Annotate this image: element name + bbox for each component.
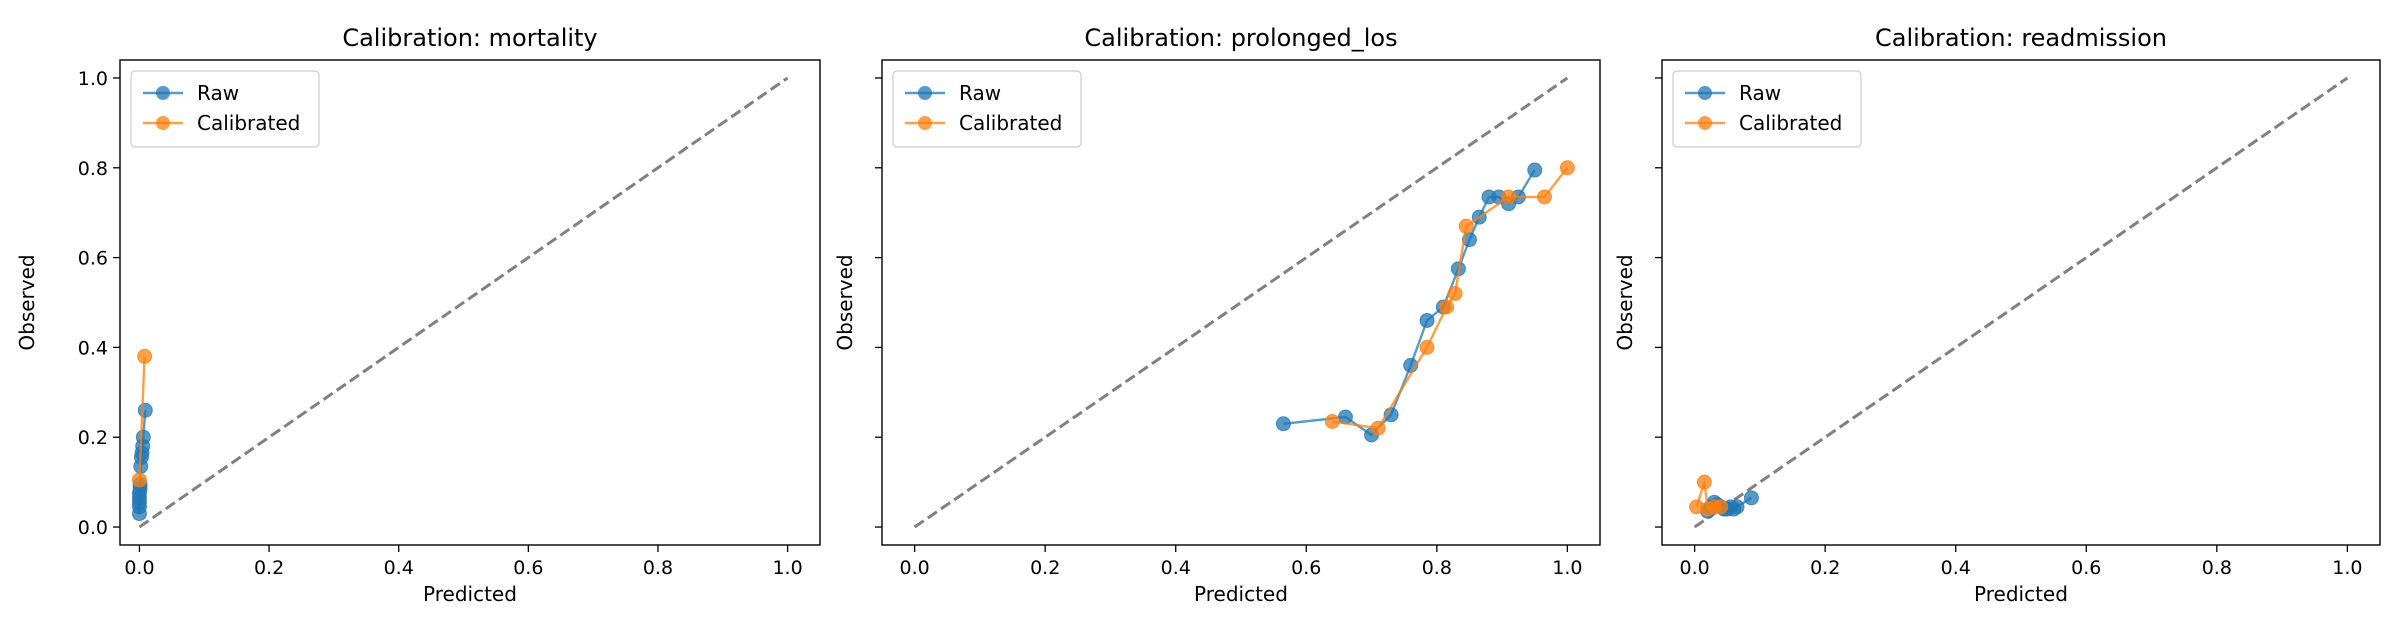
x-tick-label: 0.2 bbox=[254, 557, 284, 579]
data-point-calibrated bbox=[1447, 286, 1463, 302]
legend-box bbox=[1672, 70, 1862, 148]
data-point-raw bbox=[1419, 312, 1435, 328]
data-point-calibrated bbox=[131, 472, 147, 488]
axes-frame bbox=[881, 59, 1601, 546]
data-point-calibrated bbox=[1537, 189, 1553, 205]
x-axis-label: Predicted bbox=[1194, 582, 1288, 606]
axes-frame bbox=[119, 59, 821, 546]
data-point-raw bbox=[1275, 416, 1291, 432]
y-tick-label: 0.2 bbox=[78, 427, 108, 449]
data-point-calibrated bbox=[137, 348, 153, 364]
perfect-calibration-line bbox=[913, 76, 1569, 529]
legend-label-calibrated: Calibrated bbox=[959, 111, 1062, 135]
legend-swatch-marker bbox=[1698, 116, 1712, 130]
x-tick-label: 1.0 bbox=[772, 557, 802, 579]
x-tick-label: 0.6 bbox=[1291, 557, 1321, 579]
series-line-raw bbox=[1283, 169, 1536, 437]
data-point-raw bbox=[1527, 162, 1543, 178]
x-tick-label: 0.4 bbox=[1941, 557, 1971, 579]
legend-label-raw: Raw bbox=[959, 81, 1001, 105]
chart-panel-2: Calibration: prolonged_los 0.0 0.2 0.4 0.6 0.… bbox=[833, 24, 1601, 606]
x-tick-label: 0.0 bbox=[900, 557, 930, 579]
x-tick-label: 0.4 bbox=[1161, 557, 1191, 579]
legend-label-calibrated: Calibrated bbox=[1739, 111, 1842, 135]
y-tick-label: 0.0 bbox=[78, 517, 108, 539]
y-tick-label: 1.0 bbox=[78, 68, 108, 90]
legend-swatch-marker bbox=[156, 116, 170, 130]
legend-label-calibrated: Calibrated bbox=[197, 111, 300, 135]
x-tick-label: 0.8 bbox=[1422, 557, 1452, 579]
data-point-calibrated bbox=[1419, 339, 1435, 355]
data-point-raw bbox=[1743, 490, 1759, 506]
chart-panel-3: Calibration: readmission 0.0 0.2 0.4 0.6 0.8 1… bbox=[1613, 24, 2381, 606]
legend-swatch-marker bbox=[918, 86, 932, 100]
x-tick-label: 0.0 bbox=[1680, 557, 1710, 579]
x-tick-label: 0.4 bbox=[384, 557, 414, 579]
x-tick-label: 1.0 bbox=[1552, 557, 1582, 579]
chart-title: Calibration: prolonged_los bbox=[1084, 24, 1397, 52]
data-point-calibrated bbox=[1439, 299, 1455, 315]
y-tick-label: 0.4 bbox=[78, 337, 108, 359]
axes-frame bbox=[1661, 59, 2381, 546]
x-tick-label: 0.2 bbox=[1030, 557, 1060, 579]
chart-title: Calibration: mortality bbox=[342, 24, 597, 52]
legend-label-raw: Raw bbox=[197, 81, 239, 105]
data-point-raw bbox=[137, 402, 153, 418]
legend-swatch-marker bbox=[1698, 86, 1712, 100]
perfect-calibration-line bbox=[1693, 76, 2349, 529]
y-tick-label: 0.6 bbox=[78, 248, 108, 270]
x-tick-label: 0.6 bbox=[2071, 557, 2101, 579]
data-point-calibrated bbox=[1696, 474, 1712, 490]
chart-panel-1: Calibration: mortality 0.0 0.2 0.4 0.6 0.8 1.0… bbox=[15, 24, 821, 606]
x-axis-label: Predicted bbox=[1974, 582, 2068, 606]
perfect-calibration-line bbox=[138, 76, 789, 529]
x-tick-label: 1.0 bbox=[2332, 557, 2362, 579]
series-line-calibrated bbox=[138, 356, 146, 480]
data-point-raw bbox=[135, 429, 151, 445]
data-point-calibrated bbox=[1559, 160, 1575, 176]
y-axis-label: Observed bbox=[833, 254, 857, 350]
y-axis-label: Observed bbox=[15, 254, 39, 350]
legend-swatch-marker bbox=[918, 116, 932, 130]
legend-box bbox=[892, 70, 1082, 148]
data-point-calibrated bbox=[1324, 414, 1340, 430]
x-tick-label: 0.2 bbox=[1810, 557, 1840, 579]
x-tick-label: 0.6 bbox=[513, 557, 543, 579]
data-point-raw bbox=[1729, 499, 1745, 515]
chart-title: Calibration: readmission bbox=[1875, 24, 2167, 52]
data-point-calibrated bbox=[1713, 499, 1729, 515]
y-axis-label: Observed bbox=[1613, 254, 1637, 350]
legend-label-raw: Raw bbox=[1739, 81, 1781, 105]
data-point-calibrated bbox=[1458, 218, 1474, 234]
legend-box bbox=[130, 70, 320, 148]
y-tick-label: 0.8 bbox=[78, 158, 108, 180]
data-point-calibrated bbox=[1501, 189, 1517, 205]
x-tick-label: 0.8 bbox=[2202, 557, 2232, 579]
x-tick-label: 0.8 bbox=[643, 557, 673, 579]
x-axis-label: Predicted bbox=[423, 582, 517, 606]
data-point-calibrated bbox=[1370, 420, 1386, 436]
legend-swatch-marker bbox=[156, 86, 170, 100]
x-tick-label: 0.0 bbox=[124, 557, 154, 579]
